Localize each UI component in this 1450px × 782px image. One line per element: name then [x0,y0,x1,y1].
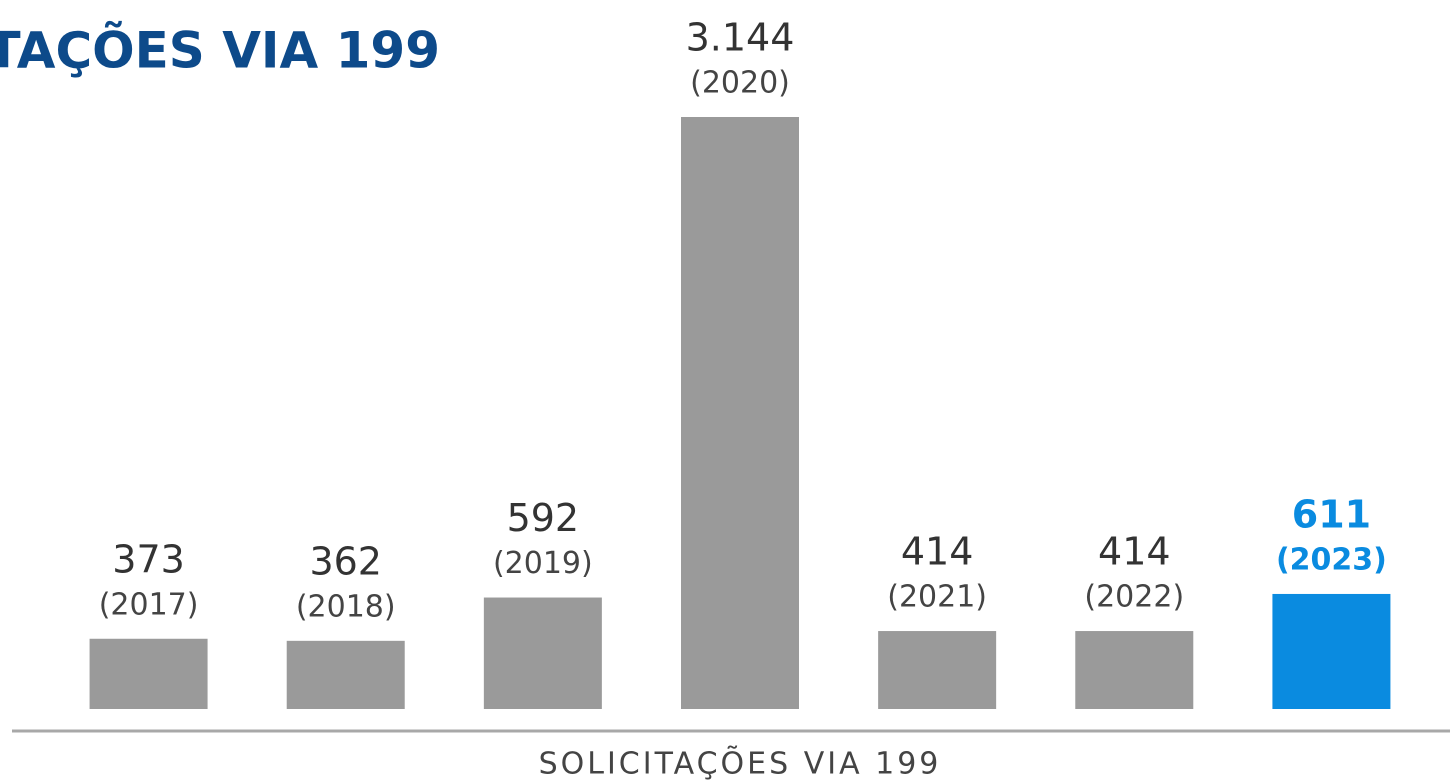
value-label: 3.144 [686,16,795,60]
bar [1075,631,1194,709]
bar [878,631,997,709]
category-label: (2019) [493,546,593,581]
bar [89,638,208,709]
value-label: 362 [309,539,382,583]
category-label: (2018) [296,589,396,624]
value-label: 414 [901,530,974,574]
value-label: 611 [1292,492,1371,536]
bar [1272,593,1391,709]
bar [681,117,799,709]
x-axis-label: SOLICITAÇÕES VIA 199 [539,745,942,782]
value-label: 592 [507,496,580,540]
bar [483,597,602,709]
chart-title: SOLICITAÇÕES VIA 199 [0,21,440,80]
category-label: (2022) [1084,580,1184,615]
bar [286,640,405,709]
value-label: 414 [1098,530,1171,574]
category-label: (2021) [887,580,987,615]
category-label: (2017) [99,587,199,622]
category-label: (2020) [690,66,790,101]
category-label: (2023) [1276,542,1387,577]
value-label: 373 [112,537,185,581]
